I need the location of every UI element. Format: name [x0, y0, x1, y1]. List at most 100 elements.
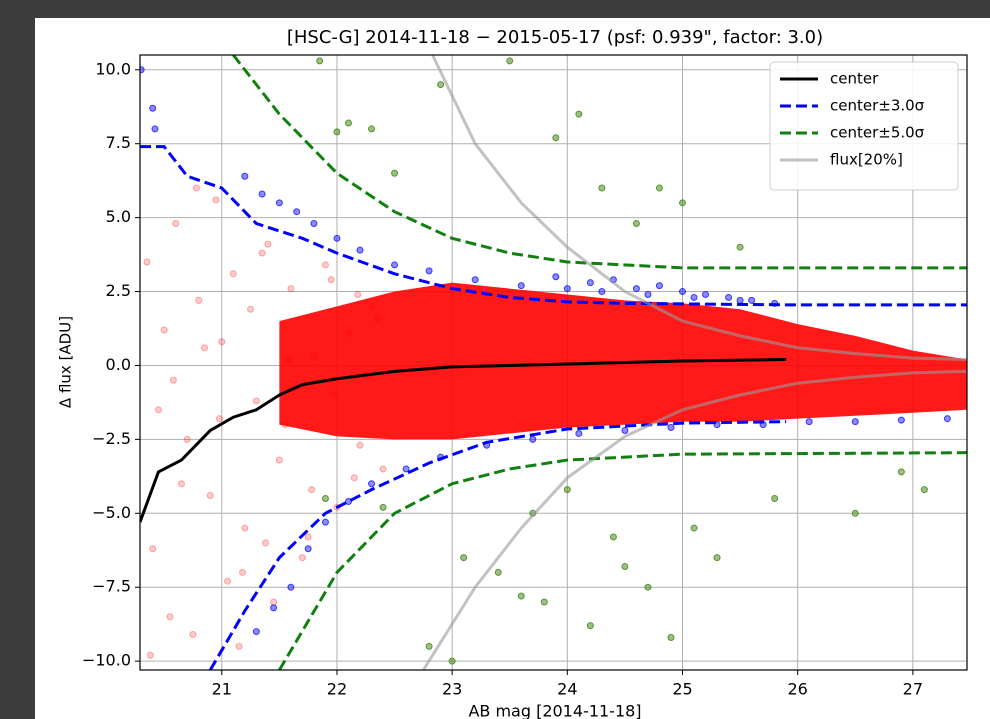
x-tick-label: 21: [212, 680, 232, 699]
scatter-point: [195, 296, 203, 304]
legend-label: center: [830, 70, 879, 88]
scatter-point: [632, 285, 640, 293]
scatter-point: [356, 441, 364, 449]
scatter-point: [667, 424, 675, 432]
scatter-point: [897, 468, 905, 476]
scatter-point: [356, 246, 364, 254]
legend: center center±3.0σ center±5.0σ flux[20%]: [769, 61, 959, 191]
scatter-point: [149, 104, 157, 112]
scatter-point: [151, 125, 159, 133]
scatter-point: [310, 353, 318, 361]
scatter-point: [368, 302, 376, 310]
scatter-point: [598, 288, 606, 296]
scatter-point: [149, 545, 157, 553]
scatter-point: [229, 270, 237, 278]
scatter-point: [391, 261, 399, 269]
scatter-point: [262, 539, 270, 547]
scatter-point: [373, 314, 381, 322]
legend-label: center±3.0σ: [830, 97, 925, 115]
y-tick-label: −7.5: [92, 577, 131, 596]
scatter-point: [437, 81, 445, 89]
scatter-point: [215, 415, 223, 423]
scatter-point: [160, 326, 168, 334]
scatter-point: [166, 613, 174, 621]
scatter-point: [206, 492, 214, 500]
scatter-point: [239, 568, 247, 576]
scatter-point: [183, 435, 191, 443]
series-line: [422, 55, 967, 670]
scatter-point: [218, 338, 226, 346]
scatter-point: [304, 533, 312, 541]
scatter-point: [540, 598, 548, 606]
scatter-point: [771, 495, 779, 503]
scatter-point: [350, 474, 358, 482]
ticks: 21 22 23 24 25 26 27 −10.0 −7.5 −5.0 −2.5 0.0 2.5 5.0…: [82, 59, 923, 698]
scatter-point: [252, 397, 260, 405]
scatter-point: [331, 391, 339, 399]
scatter-point: [851, 418, 859, 426]
scatter-point: [702, 290, 710, 298]
scatter-point: [725, 293, 733, 301]
scatter-point: [327, 276, 335, 284]
scatter-point: [235, 642, 243, 650]
scatter-point: [169, 376, 177, 384]
scatter-point: [425, 642, 433, 650]
x-tick-label: 26: [788, 680, 808, 699]
scatter-point: [344, 119, 352, 127]
y-tick-label: 2.5: [106, 281, 131, 300]
scatter-point: [609, 533, 617, 541]
scatter-point: [189, 631, 197, 639]
scatter-point: [321, 495, 329, 503]
scatter-point: [517, 592, 525, 600]
y-tick-label: −5.0: [92, 503, 131, 522]
scatter-point: [287, 285, 295, 293]
legend-label: flux[20%]: [830, 151, 903, 169]
scatter-point: [690, 524, 698, 532]
y-tick-label: 10.0: [95, 59, 131, 78]
scatter-point: [552, 134, 560, 142]
scatter-point: [201, 344, 209, 352]
scatter-point: [192, 184, 200, 192]
scatter-point: [270, 604, 278, 612]
scatter-point: [146, 651, 154, 659]
scatter-point: [264, 240, 272, 248]
scatter-point: [736, 296, 744, 304]
scatter-point: [154, 406, 162, 414]
scatter-point: [575, 429, 583, 437]
scatter-point: [379, 503, 387, 511]
scatter-point: [316, 57, 324, 65]
scatter-point: [304, 545, 312, 553]
scatter-point: [287, 583, 295, 591]
scatter-point: [494, 568, 502, 576]
scatter-point: [713, 554, 721, 562]
y-axis-label: Δ flux [ADU]: [57, 316, 75, 408]
scatter-point: [270, 598, 278, 606]
scatter-point: [748, 296, 756, 304]
scatter-point: [644, 583, 652, 591]
scatter-point: [667, 633, 675, 641]
scatter-point: [275, 199, 283, 207]
x-tick-label: 23: [442, 680, 462, 699]
y-tick-label: −2.5: [92, 429, 131, 448]
scatter-point: [333, 128, 341, 136]
scatter-point: [529, 435, 537, 443]
scatter-point: [224, 577, 232, 585]
scatter-point: [252, 628, 260, 636]
scatter-point: [247, 305, 255, 313]
scatter-point: [679, 199, 687, 207]
axes-frame: [139, 54, 968, 671]
y-tick-label: −10.0: [82, 651, 131, 670]
scatter-point: [344, 329, 352, 337]
scatter-point: [177, 480, 185, 488]
scatter-point: [308, 486, 316, 494]
y-tick-label: 7.5: [106, 133, 131, 152]
scatter-point: [258, 249, 266, 257]
scatter-point: [632, 220, 640, 228]
x-tick-label: 22: [327, 680, 347, 699]
scatter-point: [379, 465, 387, 473]
scatter-point: [655, 282, 663, 290]
scatter-point: [298, 554, 306, 562]
scatter-point: [460, 554, 468, 562]
scatter-point: [212, 196, 220, 204]
density-band: [279, 282, 967, 440]
